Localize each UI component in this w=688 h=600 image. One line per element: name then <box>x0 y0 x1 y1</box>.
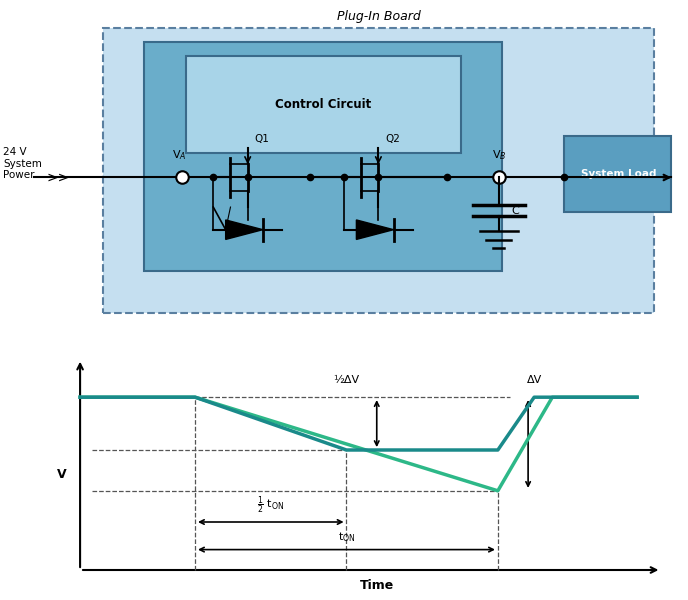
Text: $\mathregular{\frac{1}{2}}$ t$_\mathregular{ON}$: $\mathregular{\frac{1}{2}}$ t$_\mathregu… <box>257 494 285 516</box>
Text: System Load: System Load <box>581 169 657 179</box>
Text: Q1: Q1 <box>255 134 270 145</box>
Text: t$_\mathregular{ON}$: t$_\mathregular{ON}$ <box>338 530 355 544</box>
FancyBboxPatch shape <box>186 56 461 153</box>
Polygon shape <box>356 220 394 239</box>
Text: V$_A$: V$_A$ <box>171 148 186 162</box>
Text: Time: Time <box>360 578 394 592</box>
FancyBboxPatch shape <box>144 42 502 271</box>
Text: Plug-In Board: Plug-In Board <box>336 10 420 23</box>
Text: 24 V
System
Power: 24 V System Power <box>3 147 43 180</box>
Polygon shape <box>226 220 263 239</box>
Text: C: C <box>511 206 519 215</box>
Text: Q2: Q2 <box>385 134 400 145</box>
Text: V: V <box>57 467 67 481</box>
Text: ΔV: ΔV <box>526 375 541 385</box>
FancyBboxPatch shape <box>564 136 671 212</box>
Text: Control Circuit: Control Circuit <box>275 98 372 111</box>
Text: ½ΔV: ½ΔV <box>334 375 360 385</box>
FancyBboxPatch shape <box>103 28 654 313</box>
Text: V$_B$: V$_B$ <box>491 148 506 162</box>
Text: >>: >> <box>47 170 70 184</box>
